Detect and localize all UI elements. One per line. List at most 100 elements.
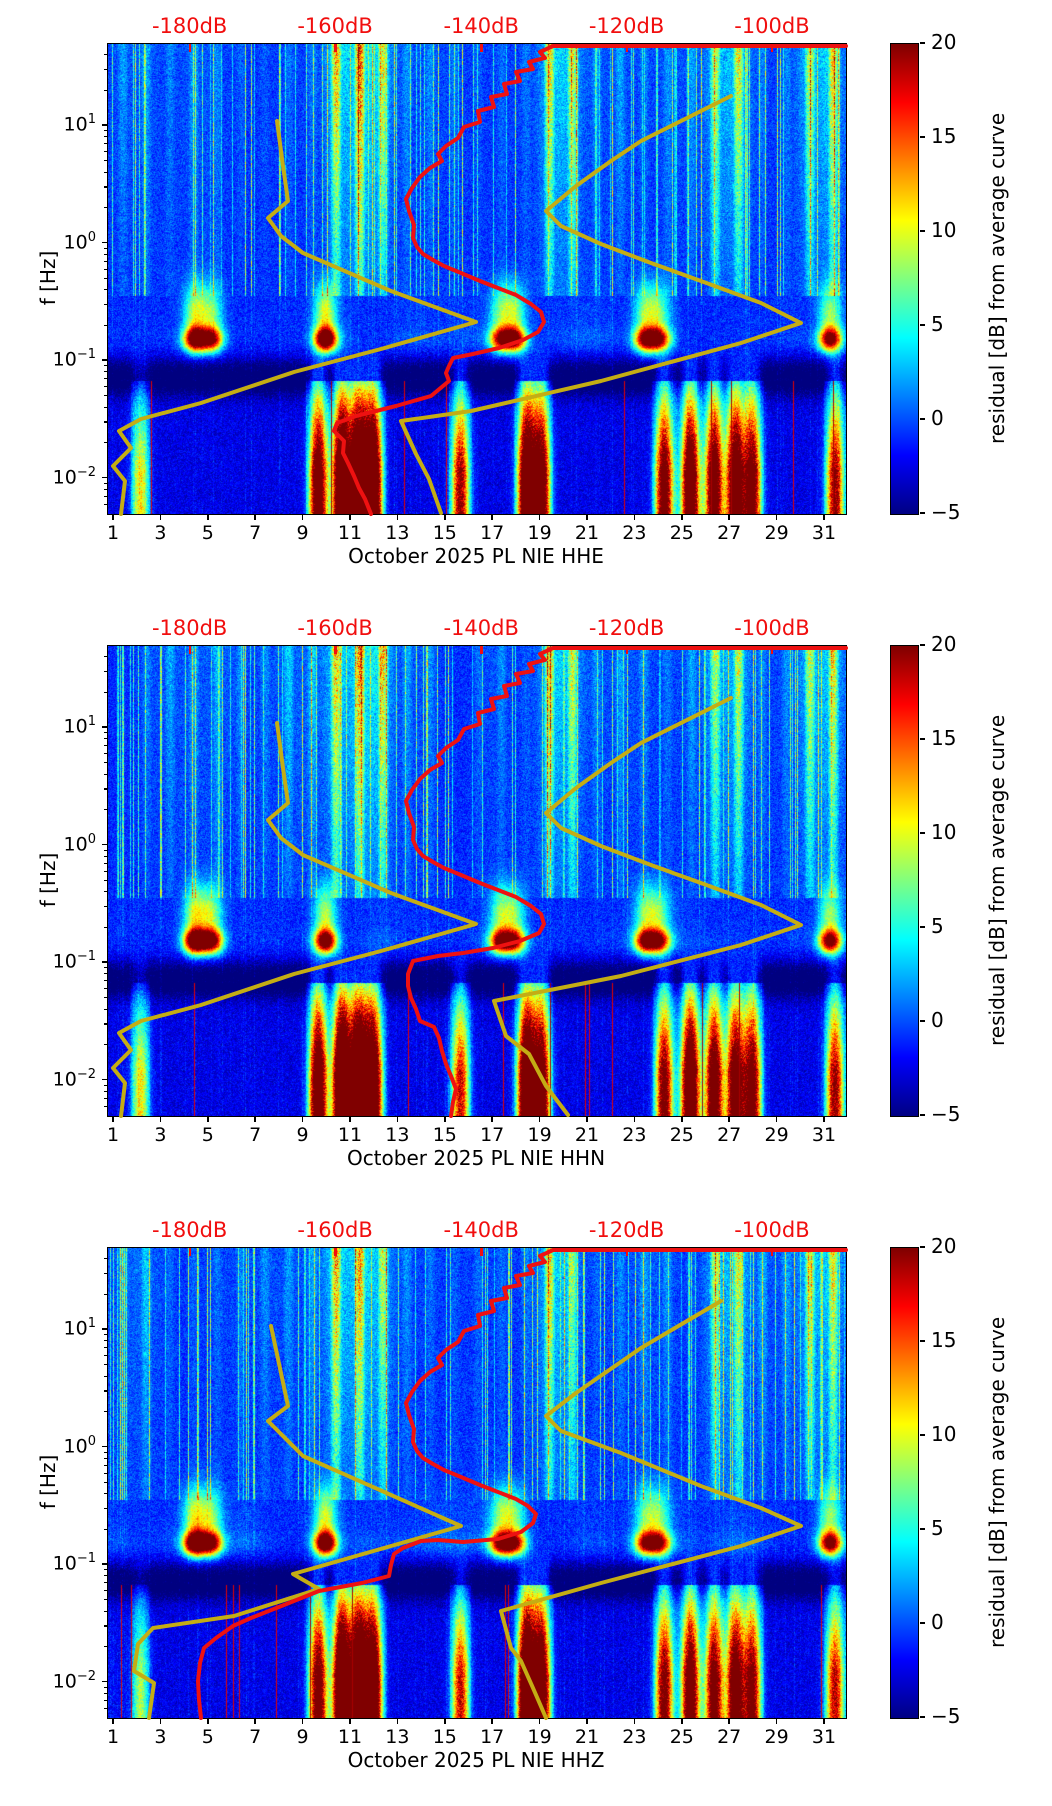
y-axis-minor-tick: [104, 1411, 107, 1413]
y-axis-minor-tick: [104, 503, 107, 505]
top-axis-red-tick: [480, 646, 483, 654]
y-axis-label: f [Hz]: [36, 852, 60, 908]
colorbar-tick-label: 0: [931, 1007, 944, 1032]
y-axis-tick: [102, 1078, 107, 1081]
x-axis-tick-label: 5: [201, 1726, 214, 1748]
y-axis-minor-tick: [104, 1575, 107, 1577]
colorbar-label: residual [dB] from average curve: [985, 112, 1009, 444]
y-axis-minor-tick: [104, 1472, 107, 1474]
x-axis-tick-label: 1: [106, 1124, 120, 1146]
x-axis-tick-label: 29: [764, 1726, 789, 1748]
x-axis-tick: [112, 1719, 114, 1724]
y-axis-tick: [102, 124, 107, 126]
y-axis-minor-tick: [104, 753, 107, 755]
y-axis-minor-tick: [104, 879, 107, 881]
x-axis-label: October 2025 PL NIE HHZ: [347, 1748, 605, 1772]
x-axis-tick: [680, 1719, 683, 1724]
x-axis-tick: [586, 1719, 588, 1724]
top-axis-red-tick: [480, 44, 483, 52]
colorbar-tick-label: 15: [931, 725, 957, 750]
colorbar-tick-label: 5: [931, 311, 944, 336]
top-axis-red-tick: [625, 44, 629, 52]
colorbar-tick: [920, 738, 925, 740]
x-axis-tick: [728, 515, 731, 520]
x-axis-tick-label: 31: [811, 1124, 837, 1146]
x-axis-tick: [443, 515, 446, 520]
y-axis-minor-tick: [104, 1390, 107, 1392]
y-axis-minor-tick: [104, 1692, 107, 1694]
colorbar: [890, 645, 919, 1117]
y-axis-minor-tick: [104, 967, 107, 969]
y-axis-minor-tick: [104, 488, 107, 490]
y-axis-minor-tick: [104, 386, 107, 388]
y-axis-minor-tick: [104, 997, 107, 999]
x-axis-tick-label: 15: [432, 522, 457, 544]
y-axis-minor-tick: [104, 905, 107, 908]
colorbar-tick-label: 20: [931, 29, 957, 54]
y-axis-minor-tick: [104, 862, 107, 864]
top-axis-db-label: -120dB: [588, 616, 665, 640]
x-axis-tick-label: 23: [622, 522, 647, 544]
top-axis-db-label: -120dB: [588, 14, 665, 38]
x-axis-tick-label: 23: [622, 1726, 647, 1748]
x-axis-tick: [206, 515, 209, 520]
x-axis-tick-label: 17: [480, 1124, 505, 1146]
y-axis-minor-tick: [104, 1686, 107, 1688]
x-axis-tick-label: 11: [337, 1726, 363, 1748]
y-axis-tick-label: 10−2: [52, 464, 96, 488]
y-axis-minor-tick: [104, 378, 107, 380]
y-axis-minor-tick: [104, 855, 107, 857]
overlay-curves: [132, 1248, 848, 1720]
x-axis-tick-label: 19: [527, 1124, 552, 1146]
x-axis-tick: [633, 1117, 636, 1122]
x-axis-tick: [491, 1719, 494, 1724]
top-axis-red-tick: [770, 1248, 774, 1256]
y-axis-minor-tick: [104, 289, 107, 291]
x-axis-tick: [159, 515, 162, 520]
x-axis-tick-label: 25: [669, 1124, 694, 1146]
y-axis-minor-tick: [104, 1507, 107, 1510]
y-axis-minor-tick: [104, 1464, 107, 1466]
y-axis-tick: [102, 476, 107, 479]
y-axis-minor-tick: [104, 732, 107, 734]
x-axis-tick: [443, 1117, 446, 1122]
x-axis-tick: [301, 1719, 304, 1724]
high-noise-model-curve: [492, 696, 803, 1117]
colorbar-tick-label: 10: [931, 819, 957, 844]
y-axis-minor-tick: [104, 670, 107, 673]
colorbar-label: residual [dB] from average curve: [985, 1316, 1009, 1648]
y-axis-minor-tick: [104, 926, 107, 928]
y-axis-minor-tick: [104, 421, 107, 423]
y-axis-minor-tick: [104, 1334, 107, 1336]
y-axis-minor-tick: [104, 1707, 107, 1709]
x-axis-tick-label: 3: [154, 522, 167, 544]
x-axis-tick-label: 31: [811, 1726, 837, 1748]
x-axis-tick-label: 5: [201, 1124, 214, 1146]
y-axis-minor-tick: [104, 788, 107, 790]
y-axis-minor-tick: [104, 365, 107, 367]
x-axis-tick-label: 27: [717, 1124, 742, 1146]
colorbar-tick: [920, 136, 925, 138]
y-axis-minor-tick: [104, 1340, 107, 1342]
y-axis-minor-tick: [104, 1582, 107, 1584]
x-axis-label: October 2025 PL NIE HHN: [346, 1146, 606, 1170]
top-axis-red-tick: [480, 1248, 483, 1256]
y-axis-minor-tick: [104, 988, 107, 990]
y-axis-tick-label: 100: [63, 831, 96, 855]
x-axis-tick: [206, 1117, 209, 1122]
colorbar-tick: [920, 1434, 925, 1436]
spectrogram-plot-hhz: [107, 1247, 848, 1720]
y-axis-minor-tick: [104, 171, 107, 173]
x-axis-tick: [349, 1117, 351, 1122]
x-axis-tick-label: 3: [154, 1124, 167, 1146]
x-axis-tick: [633, 515, 636, 520]
y-axis-minor-tick: [104, 762, 107, 764]
x-axis-tick: [775, 515, 778, 520]
y-axis-tick: [102, 1563, 107, 1565]
y-axis-minor-tick: [104, 1375, 107, 1377]
y-axis-minor-tick: [104, 1625, 107, 1627]
x-axis-tick-label: 1: [106, 1726, 120, 1748]
panel-hhz: -180dB -160dB -140dB -120dB -100dB 1 3 5 7 9 11 13 1…: [0, 1204, 1052, 1806]
colorbar-tick-label: 15: [931, 123, 957, 148]
x-axis-tick: [823, 1719, 825, 1724]
